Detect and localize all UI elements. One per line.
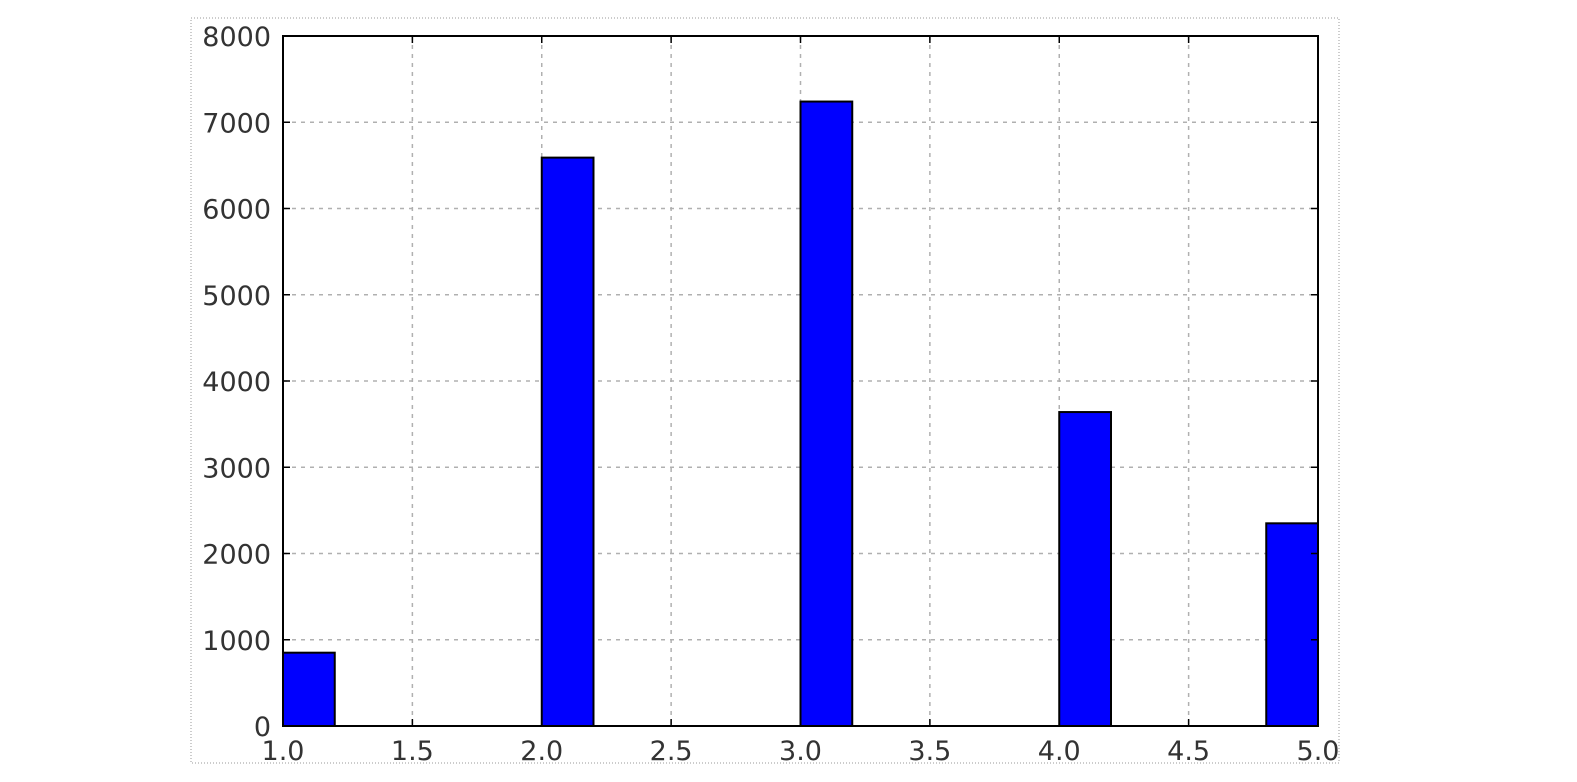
x-tick-labels: 1.0 1.5 2.0 2.5 3.0 3.5 4.0 4.5 5.0 <box>262 736 1340 767</box>
ticks-layer <box>282 35 1319 727</box>
x-tick-label: 5.0 <box>1297 736 1340 767</box>
x-tick-label: 3.5 <box>908 736 951 767</box>
y-tick-label: 7000 <box>202 108 271 139</box>
x-tick-label: 3.0 <box>779 736 822 767</box>
histogram-bar <box>1265 522 1319 727</box>
x-tick-label: 4.5 <box>1167 736 1210 767</box>
y-tick-label: 1000 <box>202 626 271 657</box>
figure-border <box>190 17 1340 764</box>
x-tick-label: 1.5 <box>391 736 434 767</box>
histogram-bar <box>540 156 595 728</box>
x-tick-label: 2.5 <box>650 736 693 767</box>
y-tick-label: 8000 <box>202 22 271 53</box>
y-tick-label: 3000 <box>202 453 271 484</box>
x-tick-label: 4.0 <box>1038 736 1081 767</box>
histogram-bar <box>1058 411 1112 727</box>
y-tick-label: 5000 <box>202 281 271 312</box>
histogram-bar <box>282 651 336 727</box>
x-tick-label: 1.0 <box>262 736 305 767</box>
y-tick-label: 0 <box>254 712 271 743</box>
y-tick-labels: 0 1000 2000 3000 4000 5000 6000 7000 8000 <box>202 22 271 743</box>
bars-layer <box>282 100 1319 728</box>
y-tick-label: 4000 <box>202 367 271 398</box>
histogram-bar <box>799 100 854 728</box>
y-tick-label: 2000 <box>202 540 271 571</box>
y-tick-label: 6000 <box>202 195 271 226</box>
x-tick-label: 2.0 <box>520 736 563 767</box>
